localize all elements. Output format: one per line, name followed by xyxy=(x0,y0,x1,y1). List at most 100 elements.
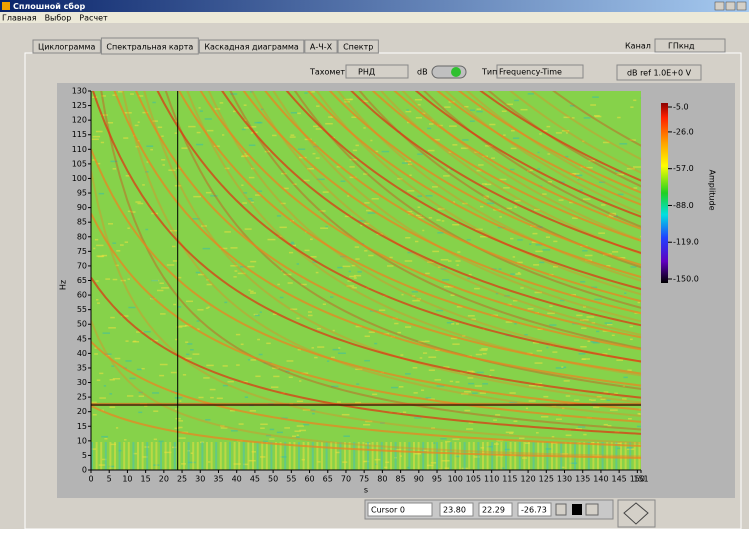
texture-speckle xyxy=(153,438,157,441)
texture-speckle xyxy=(355,258,360,260)
db-label: dB xyxy=(417,68,428,77)
texture-speckle xyxy=(108,223,113,225)
window-buttons[interactable] xyxy=(714,1,747,11)
texture-speckle xyxy=(509,392,516,394)
texture-speckle xyxy=(553,240,558,243)
texture-speckle xyxy=(455,381,460,383)
x-tick-label: 30 xyxy=(195,475,205,484)
type-select[interactable] xyxy=(496,64,584,79)
texture-speckle xyxy=(94,347,97,349)
texture-stripe xyxy=(440,442,443,470)
tab[interactable] xyxy=(198,39,305,54)
texture-speckle xyxy=(443,285,449,288)
tab[interactable] xyxy=(304,39,338,54)
tach-select[interactable] xyxy=(345,64,409,79)
texture-speckle xyxy=(535,250,543,253)
texture-speckle xyxy=(97,302,100,304)
maximize-button[interactable] xyxy=(725,1,736,11)
texture-speckle xyxy=(312,125,318,128)
texture-speckle xyxy=(427,149,435,152)
menu-item[interactable]: Главная xyxy=(2,14,37,23)
texture-speckle xyxy=(187,461,196,464)
minimize-button[interactable] xyxy=(714,1,725,11)
cursor-lock-button[interactable] xyxy=(585,503,599,516)
texture-speckle xyxy=(474,287,480,290)
texture-speckle xyxy=(466,370,474,373)
texture-speckle xyxy=(224,301,228,304)
texture-stripe xyxy=(334,442,337,470)
cursor-move-button[interactable] xyxy=(555,503,567,516)
texture-speckle xyxy=(363,173,368,175)
texture-speckle xyxy=(272,313,278,315)
texture-speckle xyxy=(363,127,366,129)
texture-speckle xyxy=(528,384,537,387)
cursor-z: -26.73 xyxy=(521,506,547,515)
texture-speckle xyxy=(290,308,298,310)
texture-speckle xyxy=(427,464,434,467)
y-tick-label: 80 xyxy=(77,232,87,241)
texture-speckle xyxy=(542,193,547,195)
texture-speckle xyxy=(422,112,426,115)
texture-speckle xyxy=(179,325,187,327)
y-tick-label: 45 xyxy=(77,334,87,343)
texture-speckle xyxy=(394,322,399,325)
texture-stripe xyxy=(376,442,379,470)
texture-speckle xyxy=(108,327,116,329)
texture-harmonic xyxy=(479,91,641,182)
texture-speckle xyxy=(629,338,633,341)
texture-speckle xyxy=(150,148,153,151)
close-button[interactable] xyxy=(736,1,747,11)
x-tick-label: 150 xyxy=(630,475,645,484)
cursor-color-button[interactable] xyxy=(572,504,582,515)
menu-item[interactable]: Расчет xyxy=(79,14,108,23)
texture-speckle xyxy=(209,388,216,391)
texture-harmonic xyxy=(487,91,641,188)
texture-harmonic xyxy=(199,91,641,339)
tab[interactable] xyxy=(100,37,199,55)
texture-speckle xyxy=(250,132,253,134)
texture-speckle xyxy=(450,294,455,296)
menu-item[interactable]: Выбор xyxy=(45,14,72,23)
texture-speckle xyxy=(480,205,484,208)
texture-speckle xyxy=(452,144,458,146)
texture-speckle xyxy=(186,353,190,356)
texture-speckle xyxy=(322,303,326,305)
texture-stripe xyxy=(367,442,369,470)
texture-speckle xyxy=(206,279,209,281)
texture-speckle xyxy=(94,353,98,355)
texture-stripe xyxy=(146,442,149,470)
texture-speckle xyxy=(96,244,104,247)
texture-speckle xyxy=(296,425,305,427)
texture-harmonic xyxy=(444,91,641,215)
texture-speckle xyxy=(264,150,270,153)
texture-speckle xyxy=(404,160,412,163)
texture-speckle xyxy=(552,351,558,353)
texture-speckle xyxy=(138,395,145,397)
texture-speckle xyxy=(512,137,520,139)
texture-speckle xyxy=(481,348,488,350)
texture-speckle xyxy=(342,265,351,268)
channel-select[interactable] xyxy=(654,38,726,53)
tab[interactable] xyxy=(337,39,379,54)
texture-speckle xyxy=(123,439,127,441)
texture-speckle xyxy=(590,104,597,106)
texture-speckle xyxy=(233,463,241,465)
texture-stripe xyxy=(206,442,208,470)
texture-speckle xyxy=(311,409,316,411)
x-tick-label: 45 xyxy=(250,475,260,484)
texture-speckle xyxy=(297,148,306,150)
texture-speckle xyxy=(347,280,353,282)
tab[interactable] xyxy=(32,39,101,54)
texture-harmonic xyxy=(509,91,641,174)
texture-stripe xyxy=(247,442,250,470)
texture-speckle xyxy=(138,391,143,394)
texture-speckle xyxy=(115,264,119,267)
texture-speckle xyxy=(474,385,482,387)
texture-speckle xyxy=(110,160,118,163)
texture-speckle xyxy=(389,256,393,259)
texture-speckle xyxy=(547,153,551,155)
cursor-y: 22.29 xyxy=(482,506,505,515)
texture-speckle xyxy=(185,300,194,303)
texture-speckle xyxy=(470,109,476,111)
texture-speckle xyxy=(355,368,363,371)
